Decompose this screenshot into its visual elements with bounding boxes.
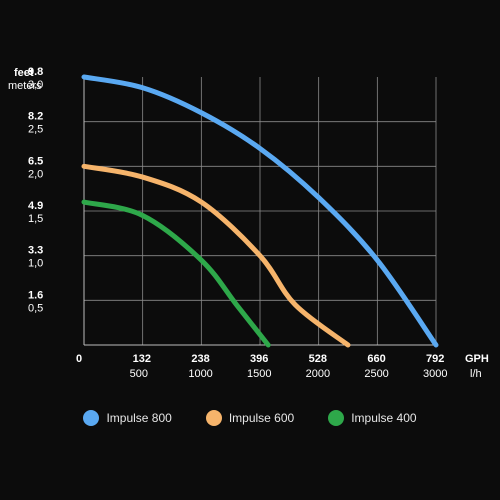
- x-axis-secondary-unit: l/h: [470, 368, 482, 380]
- x-tick-label-gph: 792: [426, 353, 444, 365]
- y-tick-label-feet: 9.8: [28, 66, 43, 78]
- x-tick-label-lh: 500: [130, 368, 148, 380]
- series-line-impulse-400: [81, 199, 271, 348]
- x-tick-label-lh: 1500: [247, 368, 271, 380]
- legend-swatch-impulse-600: [205, 410, 222, 426]
- legend-label-impulse-800: Impulse 800: [106, 411, 172, 425]
- legend-item-impulse-600: Impulse 600: [205, 410, 295, 426]
- y-tick-label-feet: 4.9: [28, 200, 43, 212]
- series-line-impulse-800: [81, 74, 439, 348]
- series-line-impulse-600: [81, 163, 351, 348]
- y-tick-label-feet: 6.5: [28, 155, 43, 167]
- x-tick-label-gph: 660: [367, 353, 385, 365]
- y-tick-label-meters: 0,5: [28, 302, 43, 314]
- legend: Impulse 800 Impulse 600 Impulse 400: [0, 410, 500, 426]
- tick-labels: 1.60,5 3.31,0 4.91,5 6.52,0 8.22,5 9.83,0 0 132…: [28, 66, 447, 380]
- legend-item-impulse-800: Impulse 800: [83, 410, 172, 426]
- y-tick-label-feet: 3.3: [28, 245, 43, 257]
- y-tick-label-meters: 1,0: [28, 258, 43, 270]
- axis-labels: feet meters GPH l/h: [8, 67, 489, 380]
- legend-swatch-impulse-400: [328, 410, 345, 426]
- legend-label-impulse-600: Impulse 600: [228, 411, 295, 425]
- legend-label-impulse-400: Impulse 400: [351, 411, 417, 425]
- x-tick-label-lh: 3000: [423, 368, 447, 380]
- x-axis-primary-unit: GPH: [465, 353, 489, 365]
- y-axis-secondary-unit: meters: [8, 80, 42, 92]
- grid-lines: [83, 77, 437, 346]
- y-axis-primary-unit: feet: [14, 67, 34, 79]
- x-tick-label-gph: 528: [309, 353, 327, 365]
- series-lines: [81, 74, 439, 348]
- x-tick-label-gph: 132: [133, 353, 151, 365]
- x-tick-label-gph: 238: [191, 353, 209, 365]
- x-tick-label-gph: 396: [250, 353, 268, 365]
- y-tick-label-meters: 2,0: [28, 168, 43, 180]
- y-tick-label-feet: 8.2: [28, 111, 43, 123]
- y-tick-label-feet: 1.6: [28, 289, 43, 301]
- x-tick-label-lh: 1000: [188, 368, 212, 380]
- x-tick-label-lh: 2000: [306, 368, 330, 380]
- y-tick-label-meters: 2,5: [28, 124, 43, 136]
- x-tick-label-gph: 0: [76, 353, 82, 365]
- y-tick-label-meters: 1,5: [28, 213, 43, 225]
- x-tick-label-lh: 2500: [364, 368, 388, 380]
- legend-swatch-impulse-800: [83, 410, 100, 426]
- y-tick-label-meters: 3,0: [28, 79, 43, 91]
- legend-item-impulse-400: Impulse 400: [328, 410, 417, 426]
